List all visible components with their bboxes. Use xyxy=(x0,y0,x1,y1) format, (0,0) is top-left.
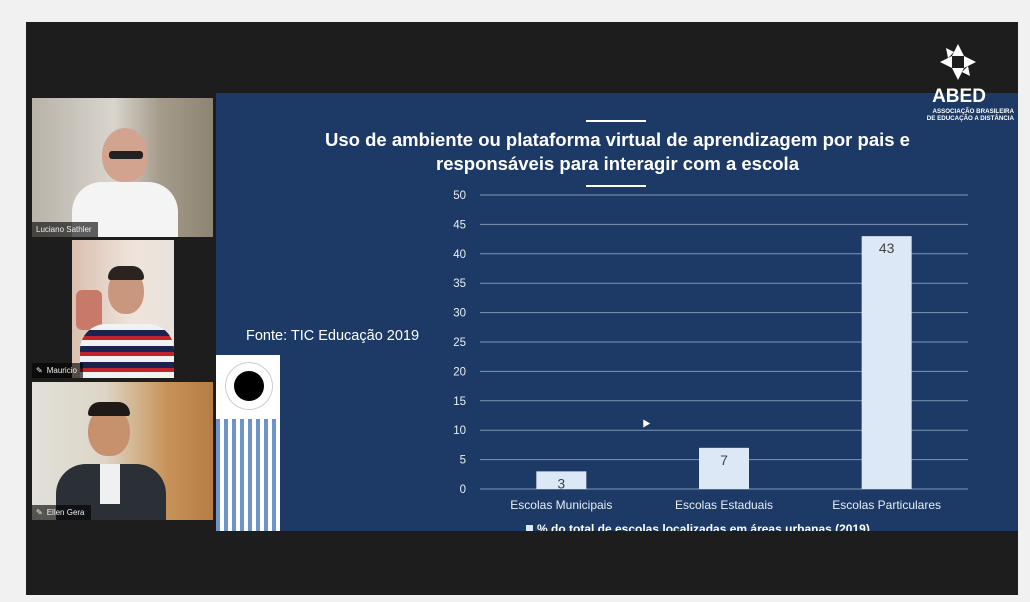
y-tick-label: 15 xyxy=(453,396,466,408)
participant-tile-luciano[interactable]: Luciano Sathler xyxy=(32,98,213,237)
data-label: 7 xyxy=(720,452,728,468)
source-note: Fonte: TIC Educação 2019 xyxy=(246,328,420,344)
legend-label: % do total de escolas localizadas em áre… xyxy=(537,522,870,531)
x-category-label: Escolas Municipais xyxy=(510,498,612,512)
background-photo xyxy=(76,290,102,330)
y-tick-label: 10 xyxy=(453,425,466,437)
y-tick-label: 20 xyxy=(453,366,466,378)
participant-name: ✎ Mauricio xyxy=(32,363,83,378)
shirt xyxy=(100,464,120,504)
y-tick-label: 50 xyxy=(453,190,466,202)
glasses xyxy=(109,151,143,159)
y-tick-label: 45 xyxy=(453,219,466,231)
data-label: 43 xyxy=(879,240,895,256)
participant-name: ✎ Ellen Gera xyxy=(32,505,91,520)
data-label: 3 xyxy=(557,475,565,491)
logo-subtitle: ASSOCIAÇÃO BRASILEIRA DE EDUCAÇÃO A DIST… xyxy=(926,108,1014,122)
participant-name: Luciano Sathler xyxy=(32,222,98,237)
slide-title: Uso de ambiente ou plataforma virtual de… xyxy=(216,128,1018,176)
title-rule-bottom xyxy=(586,185,646,187)
logo-wordmark: ABED xyxy=(932,86,986,107)
sweater xyxy=(80,324,174,378)
slide-title-line-1: Uso de ambiente ou plataforma virtual de… xyxy=(325,129,910,150)
participant-tile-mauricio[interactable]: ✎ Mauricio xyxy=(32,240,213,378)
bar-chart: 0 5 10 15 20 25 30 35 40 45 50 3 Escolas Municipais 7… xyxy=(453,190,968,531)
meeting-screen: Luciano Sathler ✎ Mauricio ✎ Ellen Gera Us… xyxy=(26,22,1018,595)
title-rule-top xyxy=(586,120,646,122)
participant-tile-ellen[interactable]: ✎ Ellen Gera xyxy=(32,382,213,520)
abed-logo-mark-icon xyxy=(940,44,976,80)
circle-graphic xyxy=(226,363,272,409)
y-tick-label: 25 xyxy=(453,337,466,349)
legend-swatch xyxy=(526,525,533,531)
bar xyxy=(861,236,912,489)
y-tick-label: 35 xyxy=(453,278,466,290)
hair xyxy=(88,402,130,416)
hair xyxy=(108,266,144,280)
decorative-graphic xyxy=(216,355,280,531)
y-tick-label: 30 xyxy=(453,308,466,320)
y-tick-label: 0 xyxy=(460,484,466,496)
mic-muted-icon: ✎ xyxy=(36,508,43,517)
x-category-label: Escolas Particulares xyxy=(832,498,941,512)
x-category-label: Escolas Estaduais xyxy=(675,498,773,512)
bar xyxy=(536,471,587,489)
bar xyxy=(699,447,749,489)
slide-title-line-2: responsáveis para interagir com a escola xyxy=(436,153,799,174)
mic-muted-icon: ✎ xyxy=(36,366,43,375)
y-tick-label: 40 xyxy=(453,249,466,261)
abed-logo: ABED ASSOCIAÇÃO BRASILEIRA DE EDUCAÇÃO A… xyxy=(904,36,1014,136)
y-tick-label: 5 xyxy=(460,455,466,467)
